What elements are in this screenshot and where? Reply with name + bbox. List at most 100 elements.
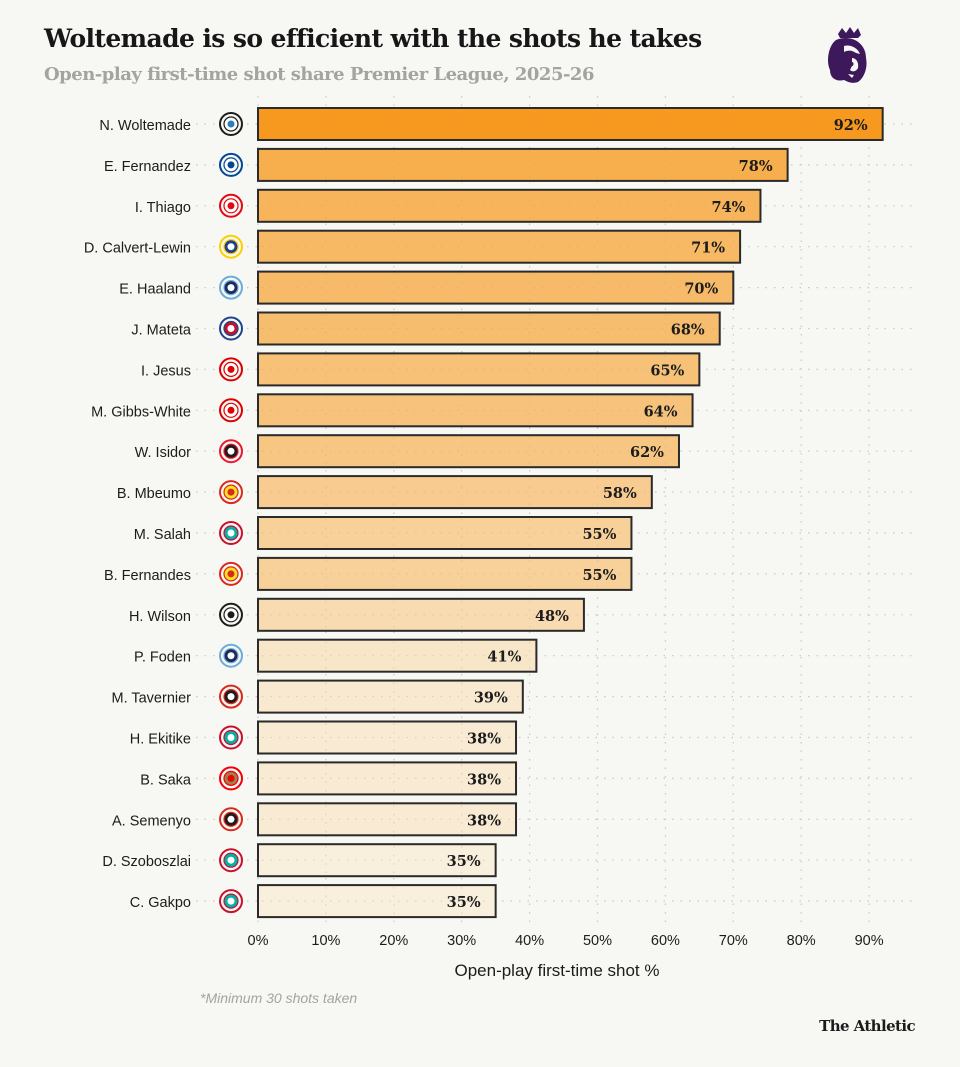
- player-label: N. Woltemade: [99, 118, 191, 134]
- bar-value-label: 38%: [467, 812, 501, 829]
- bar-row: D. Szoboszlai 35%: [102, 843, 497, 878]
- x-tick-label: 70%: [719, 933, 748, 949]
- bar-value-label: 64%: [644, 403, 678, 420]
- bar-row: I. Jesus 65%: [141, 352, 701, 387]
- footnote: *Minimum 30 shots taken: [200, 990, 358, 1006]
- bar: [257, 147, 789, 182]
- player-label: M. Tavernier: [111, 691, 191, 707]
- bar-value-label: 48%: [535, 608, 569, 625]
- bar-value-label: 55%: [582, 526, 616, 543]
- bar: [257, 188, 762, 223]
- bar-row: M. Salah 55%: [134, 516, 633, 550]
- bar: [257, 516, 633, 550]
- x-tick-label: 30%: [447, 933, 476, 949]
- chelsea-badge-icon: [219, 152, 243, 177]
- x-tick-label: 20%: [379, 933, 408, 949]
- player-label: E. Fernandez: [104, 159, 191, 175]
- man-city-badge-icon: [219, 275, 243, 300]
- bournemouth-badge-icon: [219, 684, 243, 709]
- x-tick-label: 90%: [855, 933, 884, 949]
- bar: [257, 884, 497, 919]
- bar-row: M. Tavernier 39%: [111, 679, 524, 714]
- bar-value-label: 35%: [447, 894, 481, 911]
- x-tick-label: 50%: [583, 933, 612, 949]
- player-label: A. Semenyo: [112, 813, 191, 829]
- premier-league-lion-icon: [828, 27, 867, 83]
- bar: [257, 802, 518, 837]
- x-axis: 0% 10% 20% 30% 40% 50% 60% 70% 80% 90%: [248, 933, 884, 949]
- x-tick-label: 10%: [311, 933, 340, 949]
- player-label: J. Mateta: [131, 323, 192, 339]
- bar-value-label: 65%: [650, 362, 684, 379]
- bar: [257, 107, 884, 141]
- bar-value-label: 62%: [630, 444, 664, 461]
- bar-row: A. Semenyo 38%: [112, 802, 518, 837]
- x-tick-label: 0%: [248, 933, 269, 949]
- bar-row: M. Gibbs-White 64%: [91, 393, 694, 428]
- bar: [257, 434, 680, 469]
- crystal-palace-badge-icon: [219, 316, 243, 341]
- brentford-badge-icon: [219, 193, 243, 218]
- bar-row: H. Wilson 48%: [129, 597, 585, 632]
- bar-row: E. Haaland 70%: [119, 270, 735, 305]
- liverpool-badge-icon: [219, 889, 243, 914]
- bar-value-label: 35%: [447, 853, 481, 870]
- x-axis-label: Open-play first-time shot %: [454, 961, 659, 980]
- bar-value-label: 58%: [603, 485, 637, 502]
- chart-rows: N. Woltemade 92% E. Fernandez 78% I. Thiago 7…: [84, 107, 884, 919]
- chart-subtitle: Open-play first-time shot share Premier …: [44, 64, 595, 85]
- bar-value-label: 74%: [711, 199, 745, 216]
- bar-row: H. Ekitike 38%: [130, 720, 518, 755]
- bar: [257, 720, 518, 755]
- bar: [257, 270, 735, 305]
- bar-value-label: 38%: [467, 731, 501, 748]
- liverpool-badge-icon: [219, 848, 243, 873]
- player-label: E. Haaland: [119, 282, 191, 298]
- liverpool-badge-icon: [219, 725, 243, 750]
- sunderland-badge-icon: [219, 439, 243, 464]
- bournemouth-badge-icon: [219, 807, 243, 832]
- bar-row: P. Foden 41%: [134, 638, 538, 673]
- player-label: I. Jesus: [141, 363, 191, 379]
- bar: [257, 311, 721, 346]
- bar: [257, 638, 538, 673]
- bar-row: C. Gakpo 35%: [130, 884, 497, 919]
- bar-row: B. Mbeumo 58%: [117, 475, 653, 510]
- bar-row: I. Thiago 74%: [135, 188, 762, 223]
- player-label: M. Gibbs-White: [91, 404, 191, 420]
- liverpool-badge-icon: [219, 521, 243, 545]
- fulham-badge-icon: [219, 602, 243, 627]
- bar: [257, 843, 497, 878]
- x-tick-label: 40%: [515, 933, 544, 949]
- bar-value-label: 68%: [671, 322, 705, 339]
- bar-value-label: 41%: [487, 649, 521, 666]
- bar-row: E. Fernandez 78%: [104, 147, 789, 182]
- bar-row: J. Mateta 68%: [131, 311, 721, 346]
- man-city-badge-icon: [219, 643, 243, 668]
- bar-row: B. Fernandes 55%: [104, 556, 633, 591]
- arsenal-badge-icon: [219, 766, 243, 791]
- player-label: H. Ekitike: [130, 732, 191, 748]
- player-label: H. Wilson: [129, 609, 191, 625]
- player-label: M. Salah: [134, 527, 191, 543]
- bar: [257, 761, 518, 796]
- bar-value-label: 71%: [691, 240, 725, 257]
- player-label: B. Fernandes: [104, 568, 191, 584]
- player-label: B. Mbeumo: [117, 486, 191, 502]
- bar: [257, 556, 633, 591]
- bar: [257, 597, 585, 632]
- man-utd-badge-icon: [219, 480, 243, 505]
- bar-row: N. Woltemade 92%: [99, 107, 884, 141]
- bar-row: W. Isidor 62%: [135, 434, 680, 469]
- bar-value-label: 39%: [474, 690, 508, 707]
- chart-title: Woltemade is so efficient with the shots…: [44, 24, 702, 53]
- bar-row: D. Calvert-Lewin 71%: [84, 229, 742, 264]
- x-tick-label: 80%: [787, 933, 816, 949]
- the-athletic-logo: The Athletic: [819, 1017, 915, 1035]
- bar: [257, 393, 694, 428]
- player-label: W. Isidor: [135, 445, 192, 461]
- bar-value-label: 38%: [467, 771, 501, 788]
- player-label: C. Gakpo: [130, 895, 191, 911]
- man-utd-badge-icon: [219, 561, 243, 586]
